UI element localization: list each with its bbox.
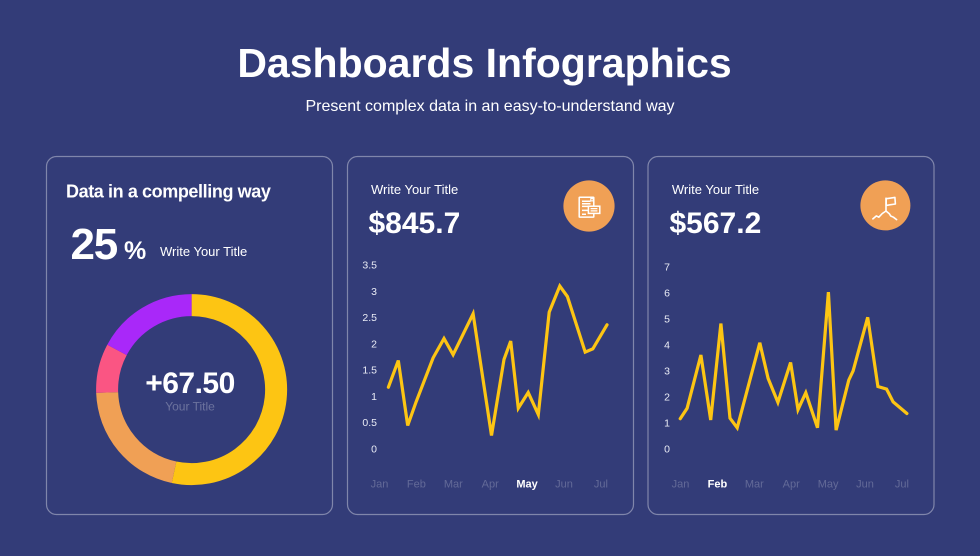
svg-text:0: 0 [664,443,670,455]
svg-text:Write Your Title: Write Your Title [672,182,759,197]
svg-text:Apr: Apr [783,479,800,491]
svg-text:Present complex data in an eas: Present complex data in an easy-to-under… [305,98,674,115]
svg-text:Apr: Apr [482,479,499,491]
svg-text:Jun: Jun [856,479,874,491]
svg-text:May: May [516,479,538,491]
svg-text:%: % [124,237,146,265]
svg-text:Write Your Title: Write Your Title [160,244,247,259]
svg-text:Feb: Feb [708,479,728,491]
svg-text:Jul: Jul [895,479,909,491]
svg-text:$845.7: $845.7 [369,207,461,240]
svg-text:3: 3 [371,286,377,298]
svg-text:Mar: Mar [745,479,764,491]
svg-text:7: 7 [664,261,670,273]
svg-text:25: 25 [71,220,118,269]
svg-text:Feb: Feb [407,479,426,491]
svg-text:2: 2 [371,338,377,350]
svg-text:May: May [818,479,839,491]
svg-text:1: 1 [664,417,670,429]
svg-text:2.5: 2.5 [362,312,377,324]
svg-text:Jul: Jul [594,479,608,491]
svg-text:Your Title: Your Title [165,400,215,414]
svg-text:Jun: Jun [555,479,573,491]
svg-text:Jan: Jan [371,479,389,491]
svg-text:0: 0 [371,443,377,455]
svg-text:Jan: Jan [672,479,690,491]
svg-text:3.5: 3.5 [362,260,377,272]
svg-text:Write Your Title: Write Your Title [371,182,458,197]
svg-text:$567.2: $567.2 [670,207,762,240]
svg-text:1.5: 1.5 [362,365,377,377]
svg-text:3: 3 [664,365,670,377]
svg-text:Dashboards Infographics: Dashboards Infographics [237,40,731,86]
svg-text:Data in a compelling way: Data in a compelling way [66,182,271,202]
svg-text:1: 1 [371,391,377,403]
svg-text:0.5: 0.5 [362,417,377,429]
svg-text:+67.50: +67.50 [145,367,235,400]
svg-text:2: 2 [664,391,670,403]
svg-text:6: 6 [664,287,670,299]
svg-text:4: 4 [664,339,670,351]
svg-text:Mar: Mar [444,479,463,491]
svg-text:5: 5 [664,313,670,325]
